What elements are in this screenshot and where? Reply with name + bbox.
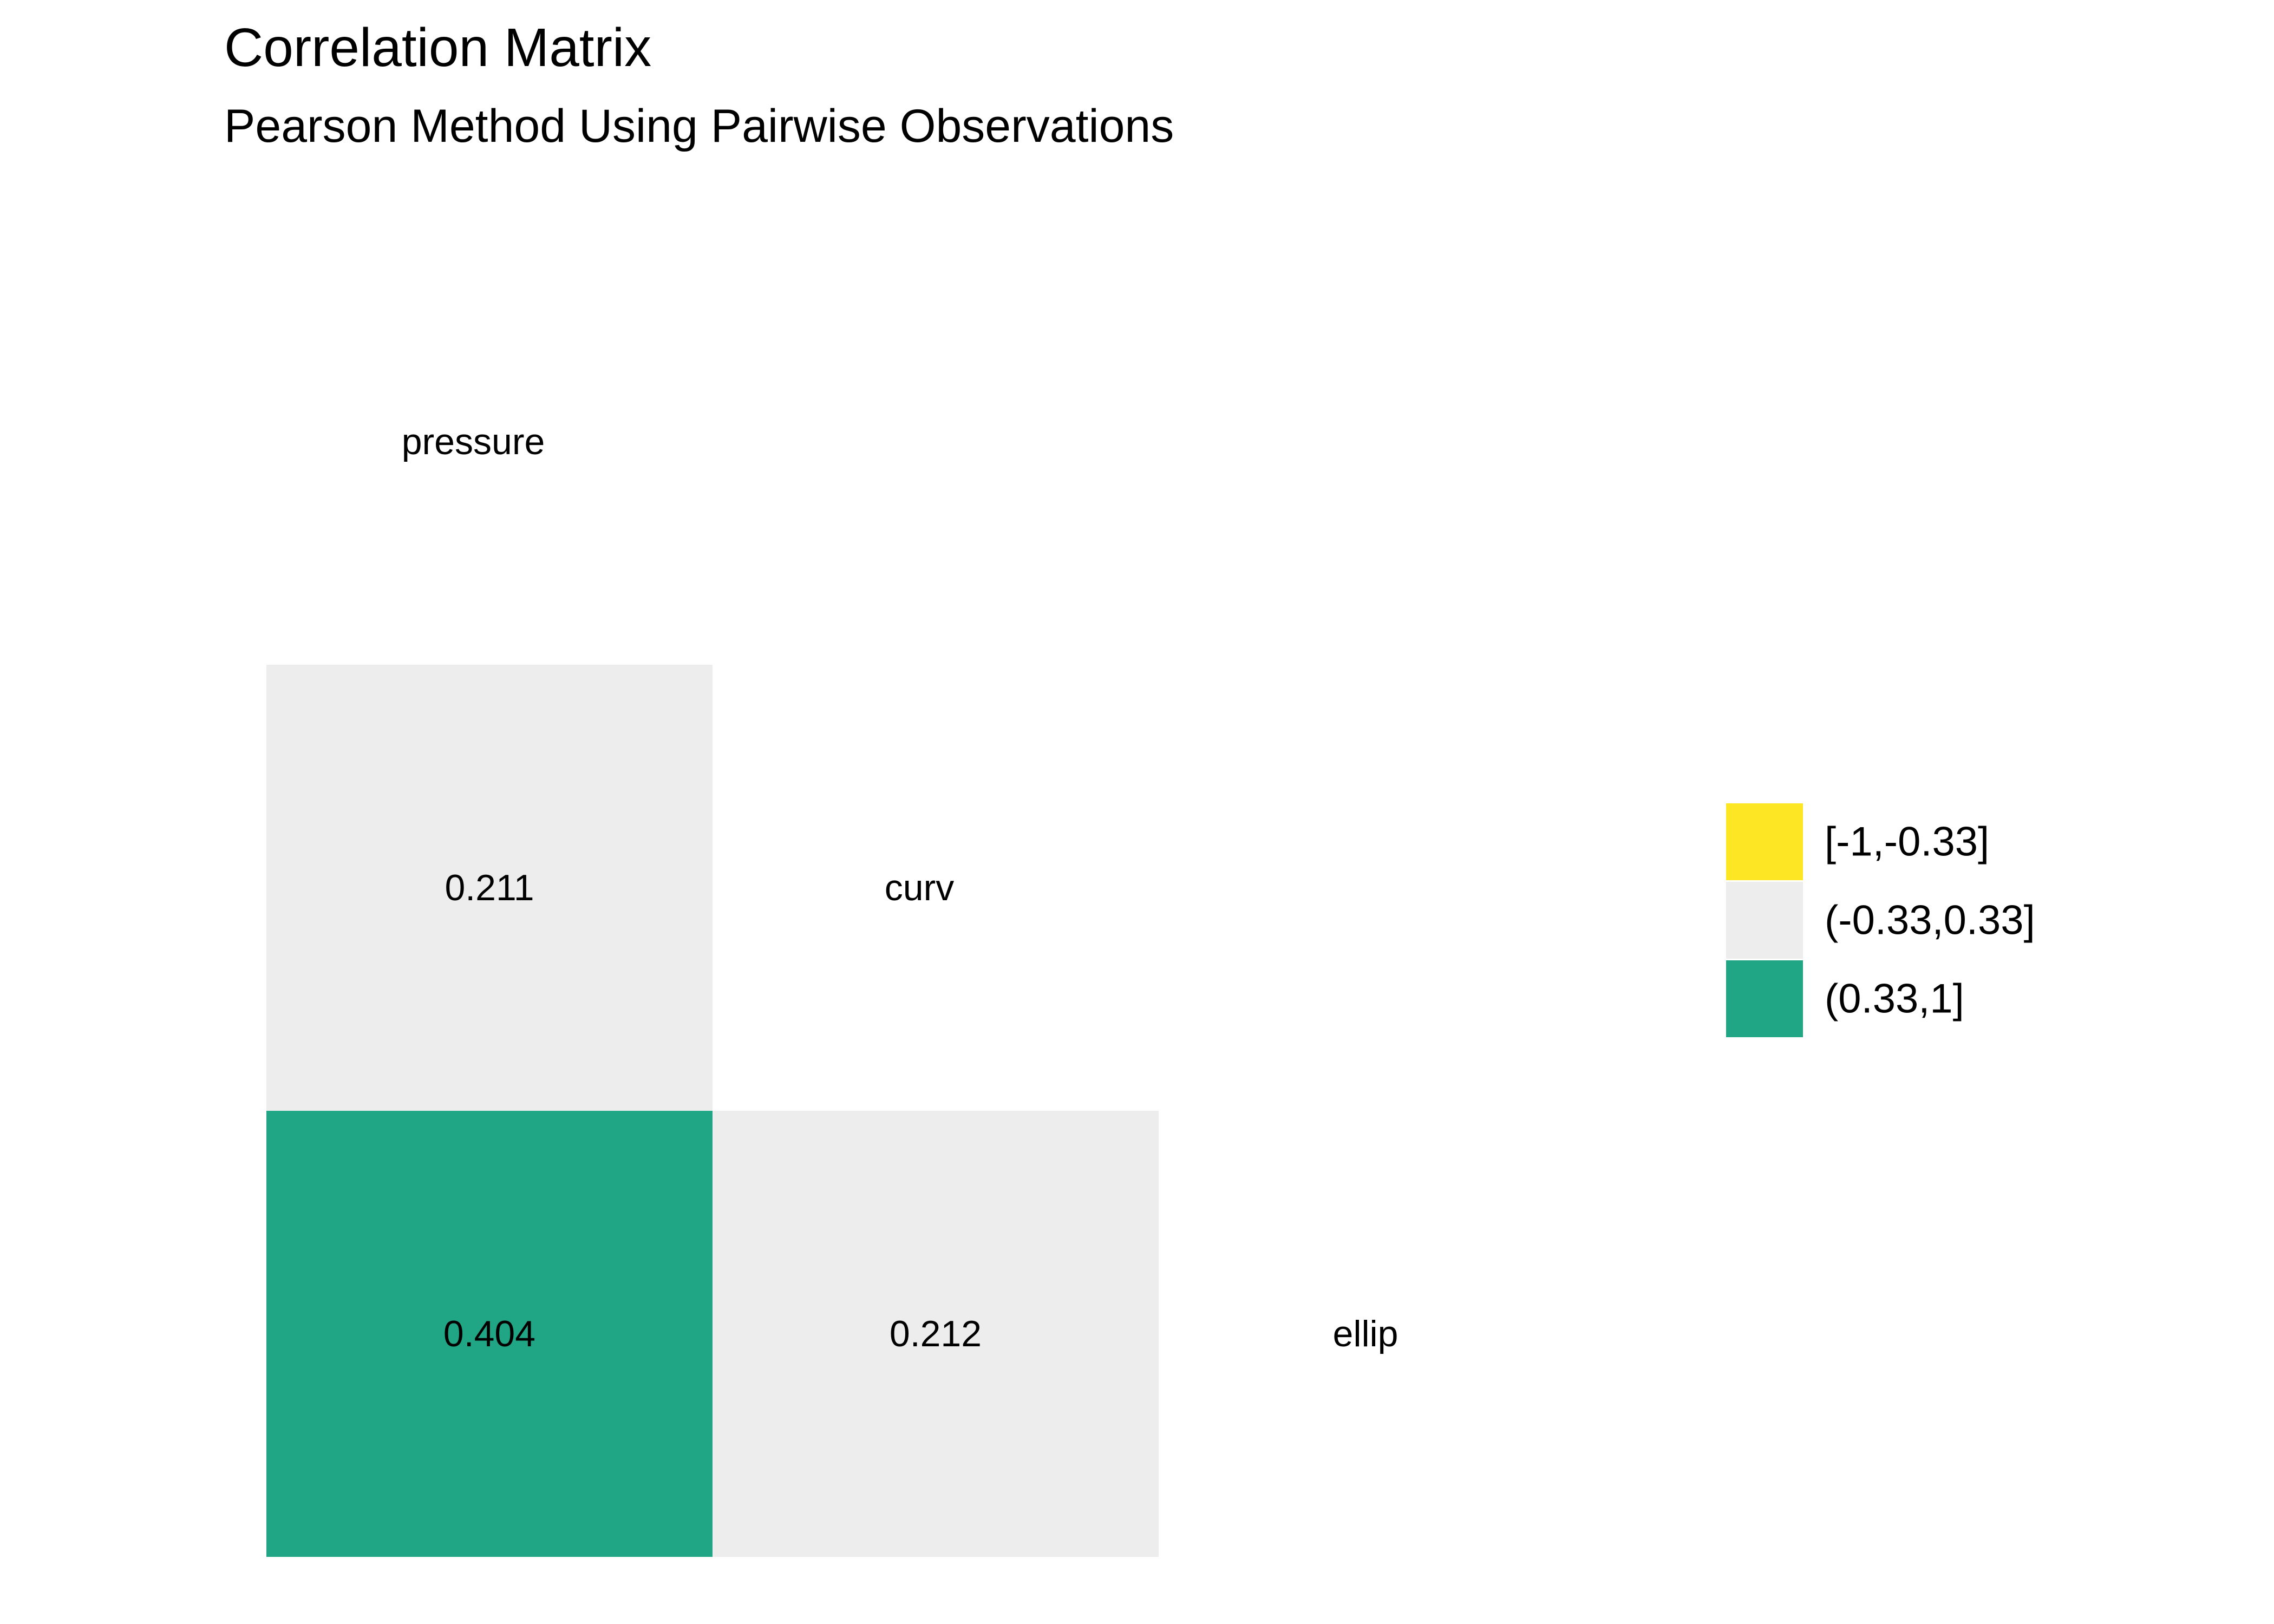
- legend-label: (-0.33,0.33]: [1825, 898, 2035, 944]
- cell-value-label: 0.211: [445, 867, 534, 908]
- legend-label: [-1,-0.33]: [1825, 819, 1989, 865]
- heatmap-cell-curv-pressure: [266, 665, 713, 1111]
- heatmap-cell-ellip-pressure: [266, 1111, 713, 1557]
- legend-swatch: [1726, 882, 1803, 959]
- chart-subtitle: Pearson Method Using Pairwise Observatio…: [224, 100, 1174, 152]
- cell-value-label: 0.404: [443, 1313, 535, 1354]
- cell-value-label: 0.212: [890, 1313, 982, 1354]
- variable-labels: pressure curv ellip: [402, 421, 1399, 1354]
- variable-label-ellip: ellip: [1333, 1313, 1399, 1354]
- legend-label: (0.33,1]: [1825, 976, 1964, 1022]
- heatmap-cells: 0.211 0.212 0.404: [266, 665, 1159, 1557]
- variable-label-pressure: pressure: [402, 421, 545, 462]
- legend-swatch: [1726, 960, 1803, 1037]
- heatmap-cell-ellip-curv: [713, 1111, 1159, 1557]
- variable-label-curv: curv: [885, 867, 954, 908]
- legend-swatch: [1726, 803, 1803, 880]
- chart-title: Correlation Matrix: [224, 17, 651, 78]
- legend: [-1,-0.33] (-0.33,0.33] (0.33,1]: [1726, 803, 2035, 1037]
